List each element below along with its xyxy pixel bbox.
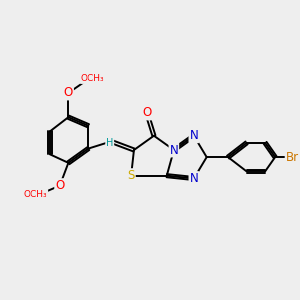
- Text: Br: Br: [286, 151, 299, 164]
- Text: N: N: [190, 172, 198, 185]
- Text: O: O: [142, 106, 152, 119]
- Text: O: O: [55, 179, 64, 192]
- Text: O: O: [64, 86, 73, 100]
- Text: S: S: [128, 169, 135, 182]
- Text: OCH₃: OCH₃: [24, 190, 47, 199]
- Text: H: H: [106, 138, 113, 148]
- Text: OCH₃: OCH₃: [81, 74, 104, 83]
- Text: N: N: [169, 143, 178, 157]
- Text: N: N: [190, 129, 198, 142]
